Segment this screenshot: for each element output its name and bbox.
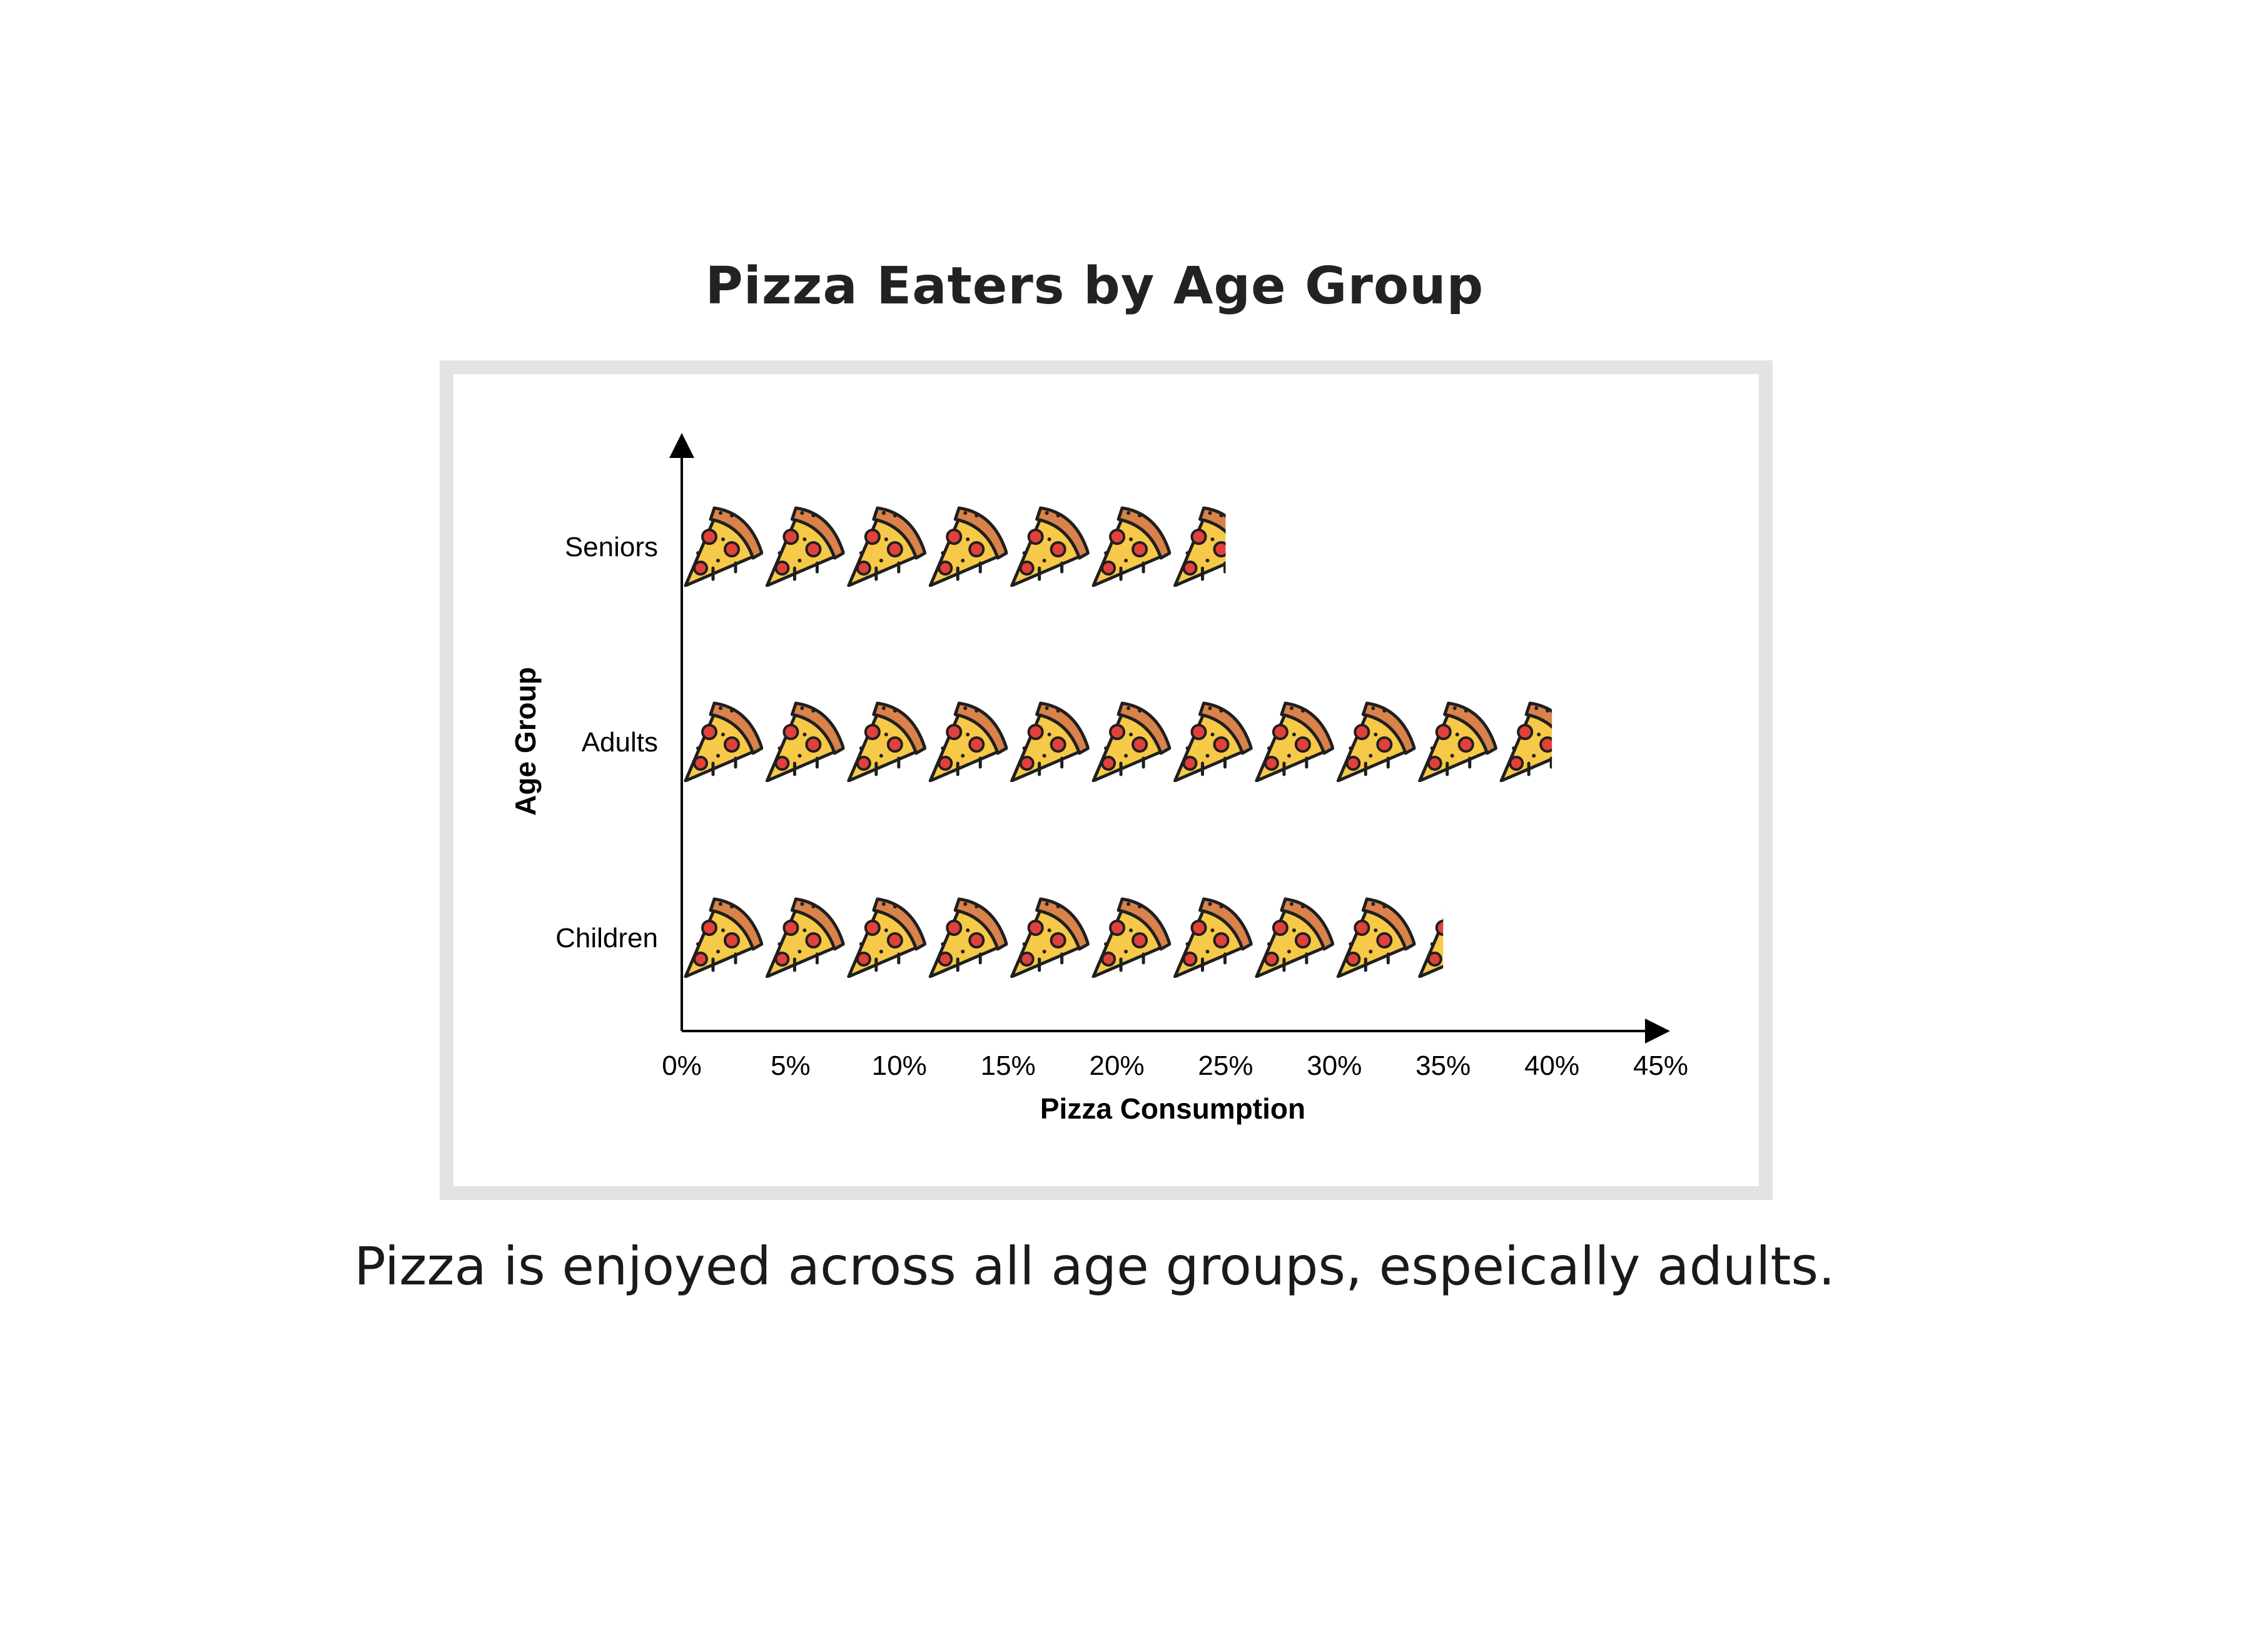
pizza-slice-icon bbox=[1257, 899, 1333, 977]
pizza-slice-icon bbox=[1501, 703, 1577, 781]
pizza-slice-icon bbox=[1012, 508, 1088, 586]
pizza-slice-icon bbox=[849, 899, 925, 977]
y-tick-label: Children bbox=[555, 923, 658, 953]
x-tick-label: 5% bbox=[771, 1050, 811, 1081]
pizza-slice-icon bbox=[1338, 703, 1414, 781]
pizza-slice-icon bbox=[686, 703, 762, 781]
chart-frame bbox=[440, 360, 1773, 1200]
pizza-slice-icon bbox=[1093, 703, 1170, 781]
x-tick-label: 15% bbox=[981, 1050, 1036, 1081]
pizza-slice-icon bbox=[1420, 899, 1496, 977]
y-tick-label: Seniors bbox=[565, 532, 658, 562]
x-axis-label: Pizza Consumption bbox=[1040, 1092, 1305, 1125]
pizza-slice-icon bbox=[930, 899, 1006, 977]
x-tick-label: 25% bbox=[1198, 1050, 1253, 1081]
pizza-slice-icon bbox=[767, 899, 843, 977]
x-tick-label: 10% bbox=[872, 1050, 927, 1081]
x-tick-label: 0% bbox=[662, 1050, 702, 1081]
x-tick-label: 30% bbox=[1307, 1050, 1362, 1081]
pizza-slice-icon bbox=[1338, 899, 1414, 977]
y-tick-label: Adults bbox=[582, 727, 658, 758]
x-tick-label: 40% bbox=[1524, 1050, 1579, 1081]
pizza-slice-icon bbox=[849, 703, 925, 781]
pizza-slice-icon bbox=[930, 703, 1006, 781]
chart-caption: Pizza is enjoyed across all age groups, … bbox=[354, 1236, 1835, 1297]
pizza-slice-icon bbox=[1257, 703, 1333, 781]
x-tick-label: 35% bbox=[1415, 1050, 1471, 1081]
pizza-slice-icon bbox=[1012, 899, 1088, 977]
bar-adults bbox=[686, 703, 1577, 781]
pizza-slice-icon bbox=[686, 508, 762, 586]
pizza-slice-icon bbox=[767, 703, 843, 781]
x-tick-label: 20% bbox=[1090, 1050, 1145, 1081]
pizza-slice-icon bbox=[767, 508, 843, 586]
pizza-slice-icon bbox=[849, 508, 925, 586]
pizza-slice-icon bbox=[686, 899, 762, 977]
pizza-slice-icon bbox=[1175, 703, 1252, 781]
pizza-slice-icon bbox=[1420, 703, 1496, 781]
pizza-slice-icon bbox=[1093, 508, 1170, 586]
pizza-slice-icon bbox=[1093, 899, 1170, 977]
bar-seniors bbox=[686, 508, 1252, 586]
bar-children bbox=[686, 899, 1496, 977]
chart-title: Pizza Eaters by Age Group bbox=[705, 257, 1484, 316]
pizza-slice-icon bbox=[1175, 899, 1252, 977]
pizza-slice-icon bbox=[1175, 508, 1252, 586]
pizza-slice-icon bbox=[1012, 703, 1088, 781]
pizza-slice-icon bbox=[930, 508, 1006, 586]
x-tick-label: 45% bbox=[1633, 1050, 1688, 1081]
y-axis-label: Age Group bbox=[509, 667, 542, 816]
